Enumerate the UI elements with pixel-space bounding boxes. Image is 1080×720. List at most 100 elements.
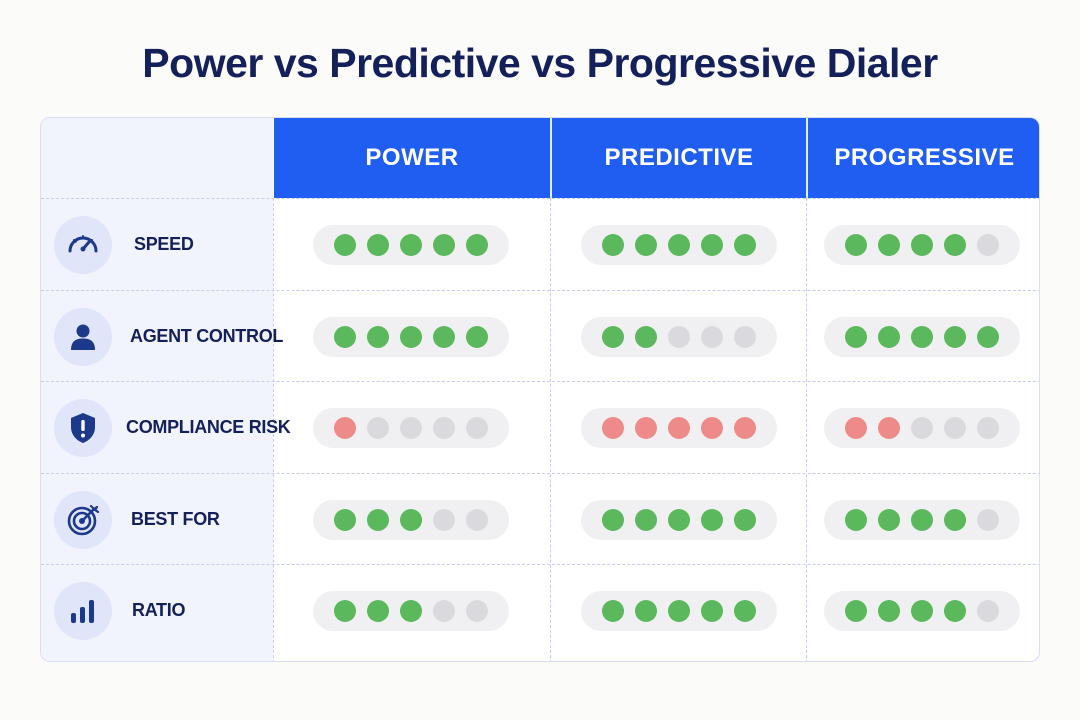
target-icon xyxy=(54,490,112,549)
rating-dot-filled xyxy=(734,416,756,439)
row-divider xyxy=(41,290,1039,291)
rating-ratio-progressive xyxy=(824,590,1020,631)
rating-dot-filled xyxy=(367,325,389,348)
rating-dot-filled xyxy=(602,325,624,348)
rating-dot-filled xyxy=(433,233,455,256)
rating-ratio-predictive xyxy=(581,590,777,631)
rating-dot-filled xyxy=(466,233,488,256)
row-divider xyxy=(41,381,1039,382)
row-label-text: RATIO xyxy=(132,600,186,620)
rating-speed-progressive xyxy=(824,224,1020,265)
rating-dot-filled xyxy=(878,599,900,622)
rating-dot-filled xyxy=(334,508,356,531)
rating-dot-filled xyxy=(635,508,657,531)
rating-dot-empty xyxy=(911,416,933,439)
row-label-text: AGENT CONTROL xyxy=(130,326,284,346)
speedometer-icon xyxy=(54,215,112,274)
row-label-compliance-risk: COMPLIANCE RISK xyxy=(41,382,291,473)
rating-dot-filled xyxy=(400,325,422,348)
rating-dot-filled xyxy=(668,599,690,622)
column-header-power: POWER xyxy=(274,118,550,198)
rating-dot-filled xyxy=(878,233,900,256)
rating-dot-filled xyxy=(367,599,389,622)
rating-dot-filled xyxy=(668,416,690,439)
rating-dot-empty xyxy=(977,416,999,439)
rating-compliance-risk-power xyxy=(313,407,509,448)
rating-dot-filled xyxy=(701,233,723,256)
rating-dot-filled xyxy=(400,233,422,256)
rating-dot-filled xyxy=(433,325,455,348)
rating-dot-filled xyxy=(602,508,624,531)
rating-dot-filled xyxy=(701,599,723,622)
rating-dot-filled xyxy=(668,508,690,531)
label-column-background xyxy=(41,118,273,661)
header-separator xyxy=(806,118,808,198)
bar-chart-icon xyxy=(54,581,112,640)
rating-dot-filled xyxy=(334,599,356,622)
rating-dot-filled xyxy=(944,325,966,348)
shield-alert-icon xyxy=(54,398,112,457)
rating-dot-filled xyxy=(334,233,356,256)
rating-dot-filled xyxy=(602,416,624,439)
rating-dot-filled xyxy=(602,599,624,622)
column-header-progressive: PROGRESSIVE xyxy=(808,118,1039,198)
rating-agent-control-predictive xyxy=(581,316,777,357)
rating-dot-filled xyxy=(334,325,356,348)
rating-dot-empty xyxy=(944,416,966,439)
row-label-text: COMPLIANCE RISK xyxy=(126,417,291,437)
rating-dot-filled xyxy=(635,599,657,622)
rating-dot-empty xyxy=(977,508,999,531)
rating-dot-filled xyxy=(400,508,422,531)
rating-dot-filled xyxy=(367,508,389,531)
rating-dot-filled xyxy=(367,233,389,256)
rating-dot-filled xyxy=(400,599,422,622)
rating-agent-control-progressive xyxy=(824,316,1020,357)
row-label-best-for: BEST FOR xyxy=(41,474,273,565)
rating-dot-empty xyxy=(400,416,422,439)
rating-dot-filled xyxy=(602,233,624,256)
row-label-ratio: RATIO xyxy=(41,565,273,656)
column-divider xyxy=(273,198,274,661)
column-header-predictive: PREDICTIVE xyxy=(552,118,806,198)
rating-dot-filled xyxy=(845,599,867,622)
header-separator xyxy=(550,118,552,198)
rating-dot-filled xyxy=(734,508,756,531)
row-divider xyxy=(41,473,1039,474)
rating-best-for-power xyxy=(313,499,509,540)
rating-dot-empty xyxy=(433,599,455,622)
row-divider xyxy=(41,198,1039,199)
rating-dot-filled xyxy=(845,416,867,439)
rating-dot-filled xyxy=(944,599,966,622)
rating-dot-empty xyxy=(466,508,488,531)
rating-agent-control-power xyxy=(313,316,509,357)
rating-dot-empty xyxy=(466,416,488,439)
rating-dot-empty xyxy=(668,325,690,348)
column-divider xyxy=(806,198,807,661)
rating-dot-filled xyxy=(845,233,867,256)
rating-dot-filled xyxy=(635,233,657,256)
rating-dot-filled xyxy=(911,508,933,531)
rating-dot-filled xyxy=(635,325,657,348)
rating-dot-empty xyxy=(433,416,455,439)
rating-dot-filled xyxy=(668,233,690,256)
rating-speed-predictive xyxy=(581,224,777,265)
rating-dot-empty xyxy=(701,325,723,348)
rating-best-for-predictive xyxy=(581,499,777,540)
page-title: Power vs Predictive vs Progressive Diale… xyxy=(142,40,938,86)
row-label-agent-control: AGENT CONTROL xyxy=(41,291,283,382)
row-label-speed: SPEED xyxy=(41,199,273,290)
rating-speed-power xyxy=(313,224,509,265)
rating-compliance-risk-progressive xyxy=(824,407,1020,448)
rating-dot-filled xyxy=(911,325,933,348)
rating-dot-empty xyxy=(977,233,999,256)
rating-best-for-progressive xyxy=(824,499,1020,540)
rating-compliance-risk-predictive xyxy=(581,407,777,448)
rating-dot-empty xyxy=(367,416,389,439)
rating-dot-empty xyxy=(466,599,488,622)
user-icon xyxy=(54,307,112,366)
rating-dot-filled xyxy=(944,508,966,531)
rating-dot-filled xyxy=(944,233,966,256)
rating-dot-filled xyxy=(878,416,900,439)
rating-dot-filled xyxy=(701,508,723,531)
